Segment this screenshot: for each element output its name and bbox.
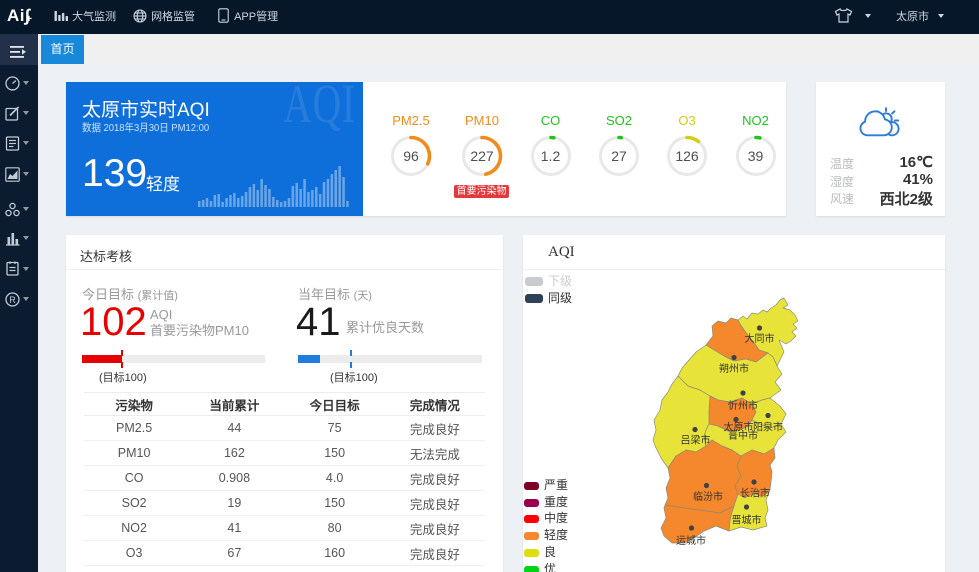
svg-text:吕梁市: 吕梁市 [681,434,711,447]
svg-text:太原市: 太原市 [724,421,754,434]
svg-text:长治市: 长治市 [740,487,770,500]
svg-text:朔州市: 朔州市 [719,362,749,375]
svg-text:运城市: 运城市 [676,534,706,547]
svg-text:临汾市: 临汾市 [693,490,723,503]
svg-text:大同市: 大同市 [745,332,775,345]
svg-text:阳泉市: 阳泉市 [753,421,783,434]
svg-text:R: R [9,294,16,304]
svg-text:晋中市: 晋中市 [728,429,758,442]
svg-text:晋城市: 晋城市 [732,514,762,527]
svg-text:忻州市: 忻州市 [728,399,758,412]
